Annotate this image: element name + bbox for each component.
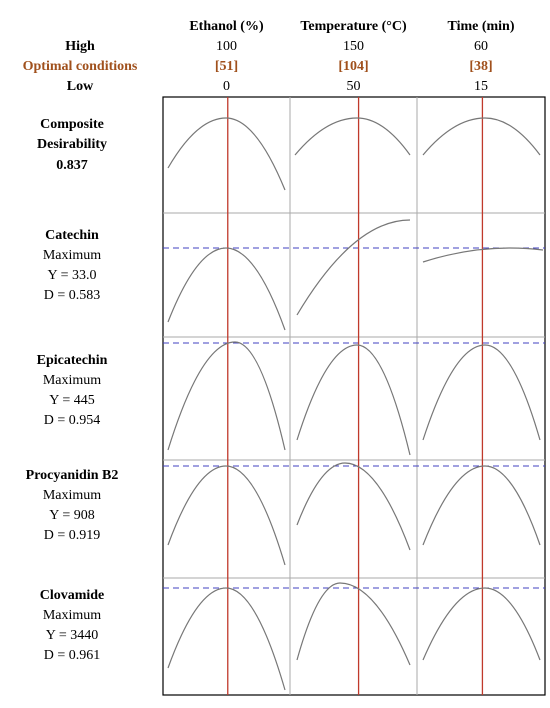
composite-name: Desirability — [37, 137, 107, 152]
response-name: Catechin — [45, 228, 99, 243]
factor-high: 60 — [474, 39, 488, 54]
row-label: High — [65, 39, 95, 54]
response-curve — [422, 465, 541, 546]
response-curve — [296, 462, 411, 551]
response-curve — [167, 587, 286, 691]
response-name: Clovamide — [40, 588, 105, 603]
composite-name: Composite — [40, 117, 104, 132]
response-d: D = 0.583 — [44, 288, 101, 303]
response-name: Procyanidin B2 — [26, 468, 119, 483]
row-label: Optimal conditions — [23, 59, 138, 74]
factor-optimal: [104] — [338, 59, 368, 74]
factor-optimal: [38] — [469, 59, 492, 74]
response-y: Y = 445 — [49, 393, 95, 408]
response-goal: Maximum — [43, 248, 101, 263]
response-curve — [296, 219, 411, 316]
factor-high: 150 — [343, 39, 364, 54]
response-d: D = 0.919 — [44, 528, 101, 543]
plot-frame — [162, 96, 546, 696]
response-curve — [422, 117, 541, 156]
response-y: Y = 3440 — [46, 628, 99, 643]
response-curve — [294, 117, 411, 156]
response-curve — [167, 247, 286, 331]
response-d: D = 0.961 — [44, 648, 101, 663]
response-curve — [167, 341, 286, 451]
response-goal: Maximum — [43, 373, 101, 388]
row-label: Low — [67, 79, 94, 94]
response-curve — [422, 344, 541, 441]
factor-low: 50 — [347, 79, 361, 94]
response-curve — [296, 582, 411, 666]
factor-low: 0 — [223, 79, 230, 94]
response-curve — [296, 344, 411, 456]
factor-name: Time (min) — [447, 19, 514, 34]
factor-name: Ethanol (%) — [189, 19, 264, 34]
factor-name: Temperature (°C) — [300, 19, 407, 34]
response-goal: Maximum — [43, 608, 101, 623]
factor-low: 15 — [474, 79, 488, 94]
response-d: D = 0.954 — [44, 413, 101, 428]
response-curve — [167, 465, 286, 566]
factor-optimal: [51] — [215, 59, 238, 74]
response-curve — [167, 117, 286, 191]
factor-high: 100 — [216, 39, 237, 54]
response-goal: Maximum — [43, 488, 101, 503]
response-curve — [422, 247, 544, 263]
response-name: Epicatechin — [37, 353, 108, 368]
response-y: Y = 33.0 — [48, 268, 97, 283]
response-curve — [422, 587, 541, 661]
composite-d: 0.837 — [56, 158, 88, 173]
response-y: Y = 908 — [49, 508, 95, 523]
